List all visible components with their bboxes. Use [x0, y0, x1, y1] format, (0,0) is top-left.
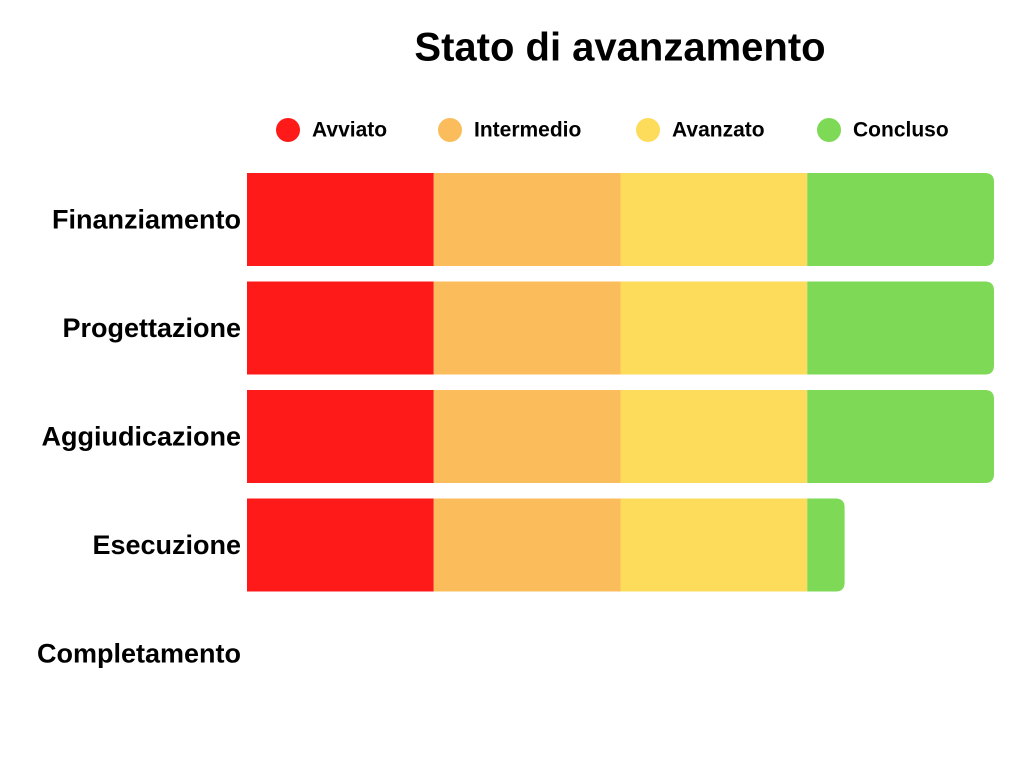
y-tick-label: Esecuzione: [92, 530, 241, 560]
y-tick-label: Aggiudicazione: [41, 422, 241, 452]
bar-segment: [247, 498, 434, 592]
bar-segment: [247, 173, 434, 266]
bar-segment: [433, 498, 621, 592]
bar-segment: [807, 390, 994, 483]
legend-label: Avviato: [312, 119, 387, 142]
y-tick-label: Finanziamento: [52, 205, 241, 235]
legend-label: Avanzato: [672, 119, 765, 142]
bar-segment: [807, 498, 845, 592]
legend-label: Concluso: [853, 119, 949, 142]
bar-segment: [433, 173, 621, 266]
legend-swatch: [636, 118, 660, 142]
chart-title: Stato di avanzamento: [414, 26, 825, 70]
bar-segment: [620, 173, 808, 266]
bar-segment: [247, 390, 434, 483]
bar-segment: [620, 498, 808, 592]
bar-segment: [433, 390, 621, 483]
bar-segment: [807, 173, 994, 266]
legend-swatch: [276, 118, 300, 142]
y-tick-label: Progettazione: [62, 313, 241, 343]
bar-segment: [620, 281, 808, 375]
legend-label: Intermedio: [474, 119, 581, 142]
bar-segment: [247, 281, 434, 375]
legend-swatch: [438, 118, 462, 142]
bar-segment: [620, 390, 808, 483]
legend-swatch: [817, 118, 841, 142]
y-tick-label: Completamento: [37, 639, 241, 669]
bar-segment: [807, 281, 994, 375]
bar-segment: [433, 281, 621, 375]
